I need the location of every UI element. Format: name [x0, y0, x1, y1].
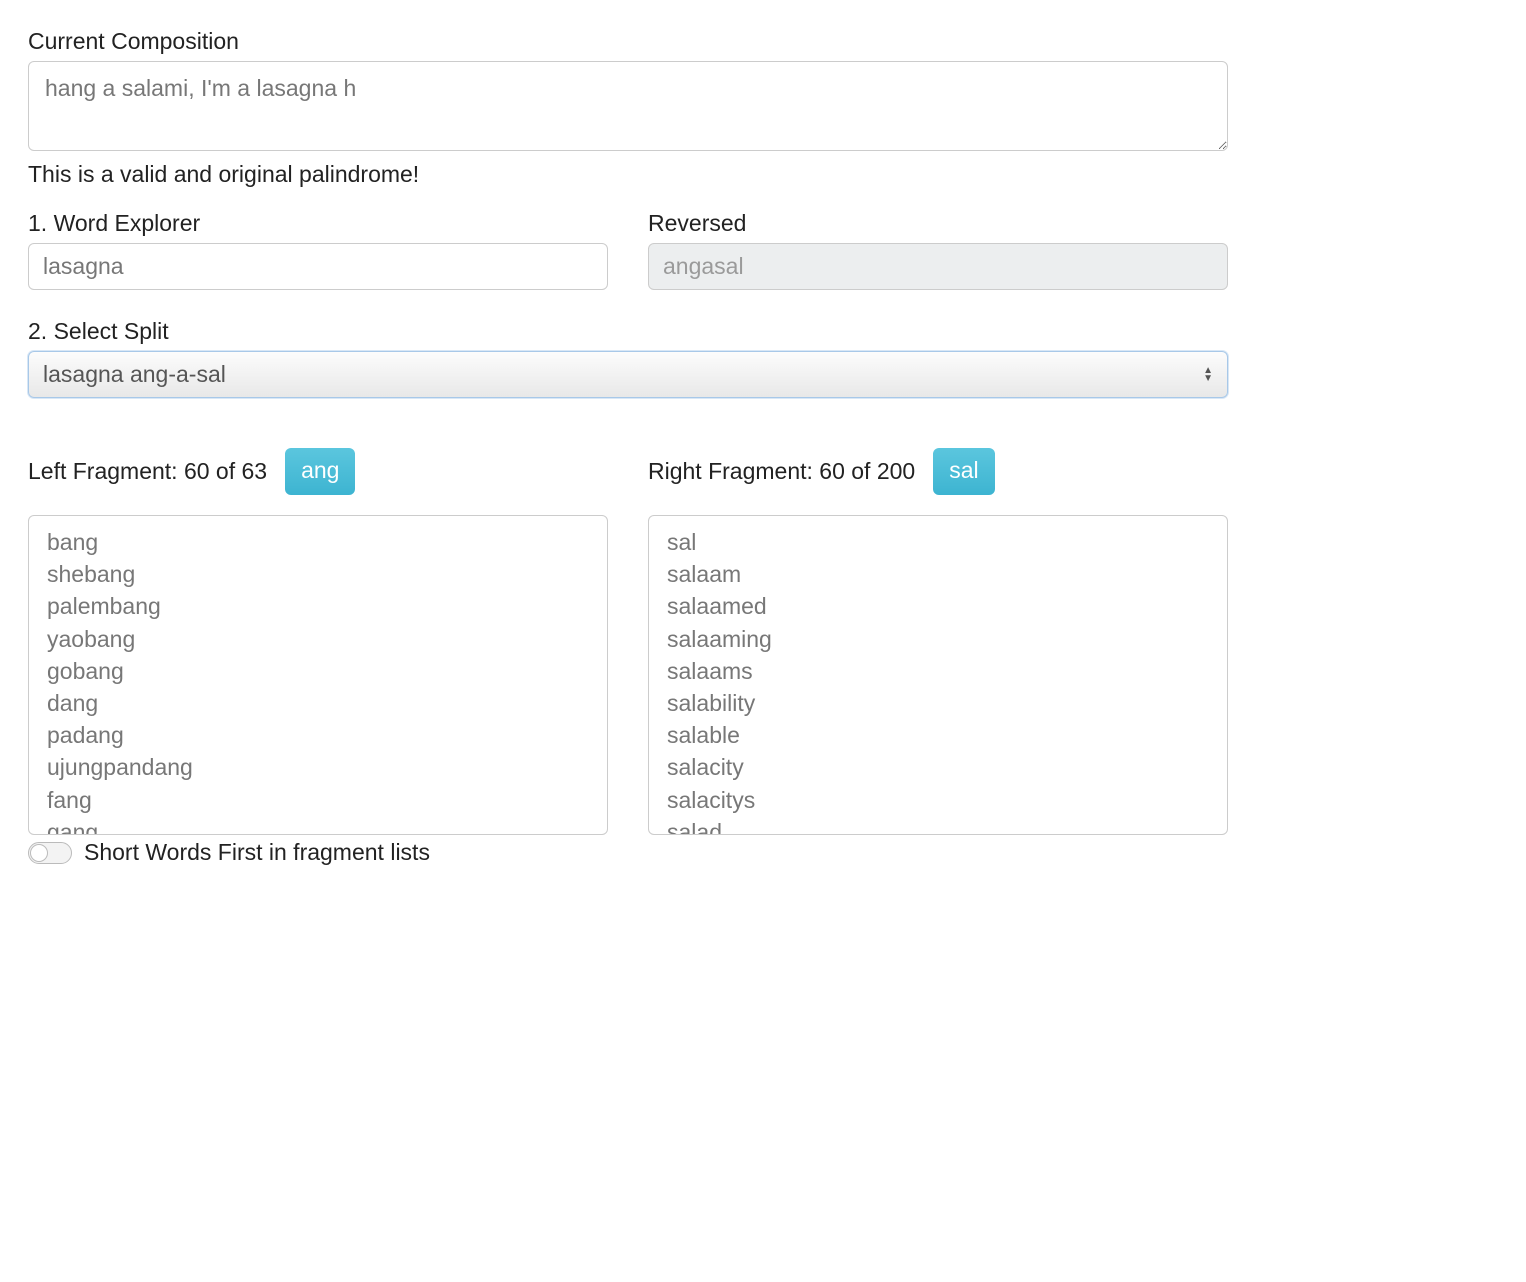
list-item[interactable]: salaamed — [667, 590, 1209, 622]
list-item[interactable]: salaam — [667, 558, 1209, 590]
reversed-label: Reversed — [648, 210, 1228, 237]
right-fragment-header: Right Fragment: 60 of 200 sal — [648, 448, 1228, 495]
left-fragment-col: Left Fragment: 60 of 63 ang bangshebangp… — [28, 448, 608, 835]
list-item[interactable]: salaaming — [667, 623, 1209, 655]
list-item[interactable]: gang — [47, 816, 589, 835]
word-explorer-input[interactable] — [28, 243, 608, 290]
left-fragment-list[interactable]: bangshebangpalembangyaobanggobangdangpad… — [28, 515, 608, 835]
list-item[interactable]: fang — [47, 784, 589, 816]
list-item[interactable]: ujungpandang — [47, 751, 589, 783]
reversed-col: Reversed — [648, 210, 1228, 290]
composition-label: Current Composition — [28, 28, 1228, 55]
split-select-wrap: lasagna ang-a-sal ▲▼ — [28, 351, 1228, 398]
right-fragment-list[interactable]: salsalaamsalaamedsalaamingsalaamssalabil… — [648, 515, 1228, 835]
list-item[interactable]: shebang — [47, 558, 589, 590]
chevron-up-down-icon: ▲▼ — [1203, 367, 1213, 383]
list-item[interactable]: salability — [667, 687, 1209, 719]
fragments-row: Left Fragment: 60 of 63 ang bangshebangp… — [28, 448, 1228, 835]
composition-textarea-wrap — [28, 61, 1228, 157]
composition-input[interactable] — [28, 61, 1228, 151]
right-fragment-col: Right Fragment: 60 of 200 sal salsalaams… — [648, 448, 1228, 835]
list-item[interactable]: yaobang — [47, 623, 589, 655]
list-item[interactable]: salable — [667, 719, 1209, 751]
right-fragment-pill[interactable]: sal — [933, 448, 994, 495]
toggle-knob — [30, 844, 48, 862]
split-section: 2. Select Split lasagna ang-a-sal ▲▼ — [28, 318, 1228, 398]
word-explorer-label: 1. Word Explorer — [28, 210, 608, 237]
short-words-toggle-label: Short Words First in fragment lists — [84, 839, 430, 866]
short-words-toggle-row: Short Words First in fragment lists — [28, 839, 1228, 866]
list-item[interactable]: sal — [667, 526, 1209, 558]
list-item[interactable]: padang — [47, 719, 589, 751]
word-explorer-row: 1. Word Explorer Reversed — [28, 210, 1228, 290]
list-item[interactable]: salacity — [667, 751, 1209, 783]
validity-message: This is a valid and original palindrome! — [28, 161, 1228, 188]
split-selected-value: lasagna ang-a-sal — [43, 361, 226, 387]
list-item[interactable]: salacitys — [667, 784, 1209, 816]
palindrome-tool: Current Composition This is a valid and … — [28, 28, 1228, 866]
split-select[interactable]: lasagna ang-a-sal ▲▼ — [28, 351, 1228, 398]
list-item[interactable]: gobang — [47, 655, 589, 687]
reversed-output — [648, 243, 1228, 290]
short-words-toggle[interactable] — [28, 842, 72, 864]
right-fragment-label: Right Fragment: 60 of 200 — [648, 458, 915, 485]
left-fragment-pill[interactable]: ang — [285, 448, 355, 495]
list-item[interactable]: palembang — [47, 590, 589, 622]
list-item[interactable]: salaams — [667, 655, 1209, 687]
left-fragment-header: Left Fragment: 60 of 63 ang — [28, 448, 608, 495]
split-label: 2. Select Split — [28, 318, 1228, 345]
left-fragment-label: Left Fragment: 60 of 63 — [28, 458, 267, 485]
list-item[interactable]: dang — [47, 687, 589, 719]
list-item[interactable]: bang — [47, 526, 589, 558]
word-explorer-col: 1. Word Explorer — [28, 210, 608, 290]
list-item[interactable]: salad — [667, 816, 1209, 835]
